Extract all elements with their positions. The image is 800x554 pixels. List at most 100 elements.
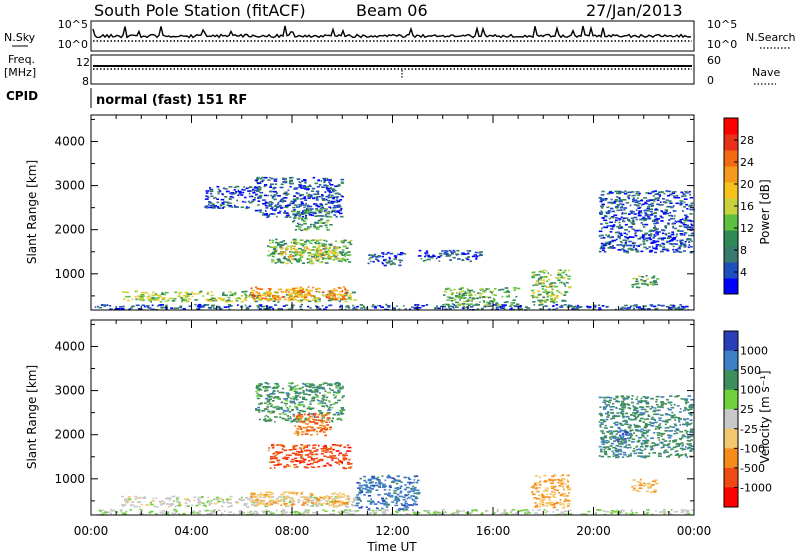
echo-cell	[299, 256, 304, 258]
echo-cell	[298, 259, 303, 262]
echo-cell	[684, 214, 688, 217]
echo-cell	[244, 304, 247, 307]
echo-cell	[546, 294, 550, 296]
echo-cell	[329, 188, 334, 190]
echo-cell	[198, 513, 201, 515]
echo-cell	[281, 417, 285, 420]
echo-cell	[426, 258, 431, 261]
echo-cell	[398, 507, 402, 510]
echo-cell	[665, 210, 668, 212]
echo-cell	[325, 185, 329, 187]
echo-cell	[658, 453, 662, 455]
echo-cell	[314, 254, 318, 257]
echo-cell	[660, 191, 664, 193]
echo-cell	[623, 453, 627, 456]
echo-cell	[377, 304, 379, 307]
colorbar-segment	[724, 262, 738, 279]
echo-cell	[210, 192, 213, 195]
echo-cell	[669, 240, 671, 243]
echo-cell	[647, 199, 651, 201]
echo-cell	[623, 207, 628, 209]
echo-cell	[183, 299, 187, 301]
echo-cell	[671, 243, 674, 246]
echo-cell	[214, 196, 217, 199]
echo-cell	[297, 411, 301, 414]
echo-cell	[678, 251, 683, 253]
echo-cell	[310, 462, 314, 465]
echo-cell	[630, 221, 633, 224]
echo-cell	[559, 305, 564, 307]
echo-cell	[665, 398, 669, 401]
echo-cell	[664, 226, 667, 228]
echo-cell	[349, 293, 352, 295]
echo-cell	[271, 387, 276, 389]
echo-cell	[611, 435, 613, 438]
echo-cell	[309, 196, 313, 198]
echo-cell	[316, 433, 319, 436]
echo-cell	[315, 305, 318, 307]
echo-cell	[517, 510, 521, 512]
echo-cell	[276, 464, 280, 466]
echo-cell	[671, 215, 673, 217]
echo-cell	[166, 511, 169, 514]
echo-cell	[308, 185, 312, 188]
echo-cell	[479, 253, 483, 256]
echo-cell	[670, 238, 674, 241]
echo-cell	[311, 256, 315, 258]
echo-cell	[689, 196, 694, 199]
echo-cell	[158, 500, 162, 503]
echo-cell	[328, 191, 331, 193]
echo-cell	[197, 501, 200, 504]
echo-cell	[340, 461, 344, 463]
echo-cell	[321, 258, 324, 260]
echo-cell	[654, 211, 657, 214]
echo-cell	[295, 453, 298, 455]
echo-cell	[461, 290, 464, 292]
echo-cell	[656, 192, 660, 195]
echo-cell	[256, 502, 261, 505]
echo-cell	[305, 246, 308, 248]
echo-cell	[303, 220, 307, 223]
echo-cell	[432, 254, 435, 256]
echo-cell	[500, 288, 505, 291]
echo-cell	[341, 195, 344, 198]
echo-cell	[326, 240, 328, 243]
echo-cell	[682, 443, 684, 446]
echo-cell	[531, 271, 536, 274]
echo-cell	[603, 420, 607, 423]
echo-cell	[539, 308, 542, 310]
echo-cell	[424, 259, 427, 262]
echo-cell	[316, 501, 320, 503]
echo-cell	[269, 242, 272, 244]
echo-cell	[413, 479, 416, 481]
echo-cell	[282, 240, 286, 242]
echo-cell	[327, 190, 331, 192]
echo-cell	[303, 246, 306, 249]
echo-cell	[639, 211, 643, 214]
echo-cell	[623, 192, 628, 195]
echo-cell	[610, 510, 615, 512]
echo-cell	[177, 295, 182, 298]
echo-cell	[299, 181, 302, 184]
echo-cell	[329, 387, 331, 390]
echo-cell	[344, 244, 346, 247]
echo-cell	[567, 278, 571, 280]
echo-cell	[619, 404, 623, 407]
echo-cell	[269, 491, 271, 493]
echo-cell	[414, 513, 416, 515]
echo-cell	[326, 427, 328, 429]
echo-cell	[647, 217, 652, 220]
echo-cell	[631, 191, 635, 193]
echo-cell	[636, 402, 639, 405]
echo-cell	[328, 497, 331, 499]
echo-cell	[324, 510, 328, 513]
echo-cell	[398, 308, 401, 310]
echo-cell	[323, 388, 326, 390]
echo-cell	[315, 288, 319, 290]
echo-cell	[288, 257, 290, 259]
echo-cell	[394, 256, 397, 259]
echo-cell	[243, 299, 246, 301]
echo-cell	[609, 433, 613, 435]
echo-cell	[337, 185, 339, 188]
echo-cell	[628, 433, 633, 435]
